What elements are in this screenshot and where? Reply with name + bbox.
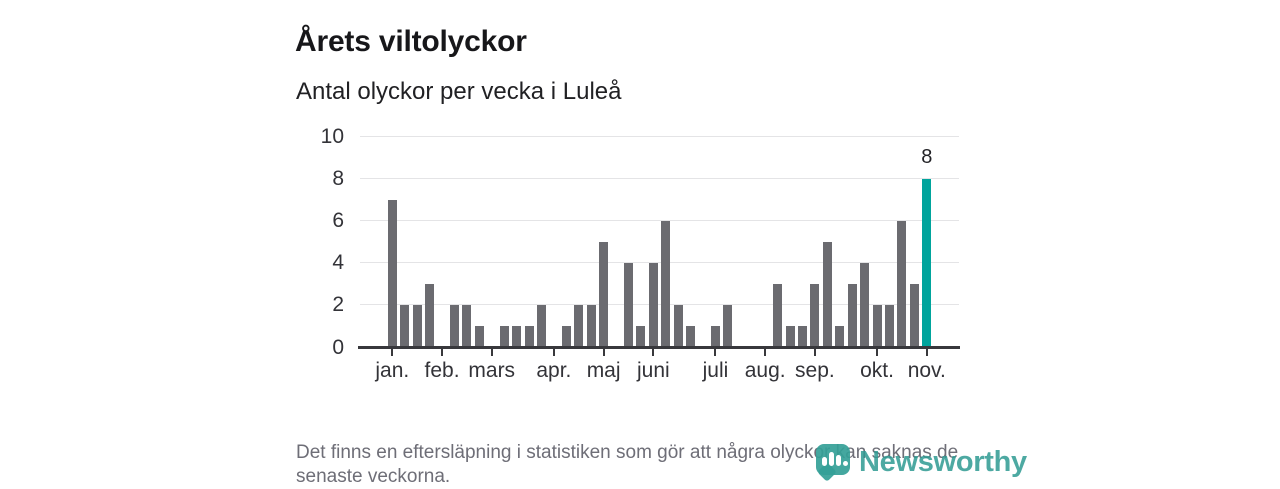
bar-week: [425, 284, 435, 348]
bar-glyph-icon: [836, 455, 841, 466]
x-axis-line: [358, 346, 960, 349]
bar-week: [499, 326, 509, 348]
month-label: apr.: [536, 359, 572, 382]
value-annotation: 8: [921, 146, 933, 168]
bar-week: [449, 305, 459, 348]
month-label: aug.: [744, 359, 786, 382]
y-axis-label: 0: [332, 335, 344, 359]
y-axis-label: 6: [332, 209, 344, 233]
chart-subtitle: Antal olyckor per vecka i Luleå: [296, 78, 622, 105]
x-axis-tick: [490, 349, 493, 356]
bar-week: [661, 221, 671, 348]
bar-week: [686, 326, 696, 348]
bar-week: [524, 326, 534, 348]
bar-week: [810, 284, 820, 348]
bar-week: [673, 305, 683, 348]
footnote-line-1: Det finns en eftersläpning i statistiken…: [296, 442, 959, 463]
month-label: okt.: [860, 359, 894, 382]
x-axis-tick: [925, 349, 928, 356]
bar-week: [400, 305, 410, 348]
bar-week: [822, 242, 832, 348]
bar-week: [909, 284, 919, 348]
bar-week: [797, 326, 807, 348]
bar-glyph-icon: [829, 452, 834, 466]
x-axis-tick: [602, 349, 605, 356]
x-axis-tick: [813, 349, 816, 356]
bar-week: [835, 326, 845, 348]
month-label: jan.: [375, 359, 410, 382]
x-axis-tick: [552, 349, 555, 356]
gridline: [360, 136, 959, 137]
newsworthy-pin-icon: [816, 444, 852, 482]
x-axis-tick: [391, 349, 394, 356]
bar-week: [623, 263, 633, 348]
bar-week: [885, 305, 894, 348]
gridline: [360, 304, 959, 306]
bar-week: [648, 263, 658, 348]
x-axis-tick: [441, 349, 444, 356]
bar-week: [785, 326, 795, 348]
bar-week: [586, 305, 596, 348]
bar-week: [897, 221, 907, 348]
bar-week: [512, 326, 522, 348]
bar-week: [412, 305, 422, 348]
month-label: juni: [636, 359, 670, 382]
bar-week: [860, 263, 870, 348]
month-label: juli: [702, 359, 729, 382]
x-axis-tick: [876, 349, 879, 356]
bar-week: [847, 284, 857, 348]
x-axis-tick: [652, 349, 655, 356]
y-axis-label: 2: [332, 293, 344, 317]
gridline: [360, 178, 959, 180]
month-label: mars: [468, 359, 516, 382]
y-axis-label: 4: [332, 251, 344, 275]
newsworthy-logo: Newsworthy: [816, 444, 1027, 482]
bar-week: [599, 242, 609, 348]
y-axis-label: 8: [332, 167, 344, 191]
bar-current-week: [922, 179, 932, 348]
y-axis-label: 10: [320, 125, 344, 148]
bar-week: [710, 326, 720, 348]
bar-glyph-icon: [822, 457, 827, 466]
gridline: [360, 262, 959, 264]
bar-week: [773, 284, 783, 348]
bar-glyph-icon: [843, 461, 848, 466]
chart-title: Årets viltolyckor: [295, 25, 527, 59]
bar-week: [561, 326, 571, 348]
bar-week: [574, 305, 584, 348]
month-label: feb.: [424, 359, 460, 382]
month-label: nov.: [907, 359, 946, 382]
month-label: sep.: [795, 359, 835, 382]
newsworthy-wordmark: Newsworthy: [859, 446, 1027, 478]
month-label: maj: [586, 359, 621, 382]
gridline: [360, 220, 959, 222]
bar-week: [462, 305, 472, 348]
x-axis-tick: [714, 349, 717, 356]
bar-week: [872, 305, 882, 348]
footnote-line-2: senaste veckorna.: [296, 466, 451, 487]
bar-week: [723, 305, 733, 348]
bar-week: [536, 305, 546, 348]
bar-week: [636, 326, 646, 348]
bar-week: [474, 326, 484, 348]
x-axis-tick: [764, 349, 767, 356]
bar-week: [387, 200, 397, 348]
